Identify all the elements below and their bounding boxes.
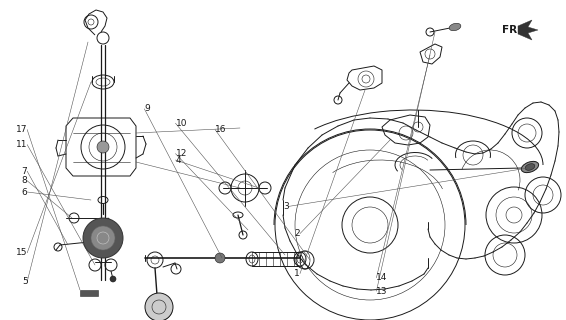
Circle shape [110, 276, 116, 282]
Text: 12: 12 [175, 149, 187, 158]
Text: 16: 16 [215, 125, 226, 134]
Circle shape [91, 226, 115, 250]
Text: 7: 7 [22, 167, 27, 176]
Text: 14: 14 [376, 273, 388, 282]
Circle shape [97, 141, 109, 153]
Text: 3: 3 [283, 202, 289, 211]
Text: FR.: FR. [502, 25, 521, 35]
Text: 5: 5 [23, 277, 28, 286]
Text: 17: 17 [16, 125, 27, 134]
Polygon shape [80, 290, 98, 296]
Ellipse shape [521, 161, 539, 172]
Circle shape [83, 218, 123, 258]
Text: 2: 2 [294, 229, 300, 238]
Text: 13: 13 [376, 287, 388, 296]
Circle shape [215, 253, 225, 263]
Text: 1: 1 [294, 269, 300, 278]
Text: 4: 4 [175, 156, 181, 164]
Circle shape [145, 293, 173, 320]
Text: 15: 15 [16, 248, 27, 257]
Polygon shape [518, 20, 538, 40]
Text: 6: 6 [22, 188, 27, 196]
Text: 11: 11 [16, 140, 27, 149]
Text: 9: 9 [144, 104, 150, 113]
Ellipse shape [449, 23, 461, 31]
Text: 10: 10 [175, 119, 187, 128]
Text: 8: 8 [22, 176, 27, 185]
Ellipse shape [525, 164, 535, 170]
